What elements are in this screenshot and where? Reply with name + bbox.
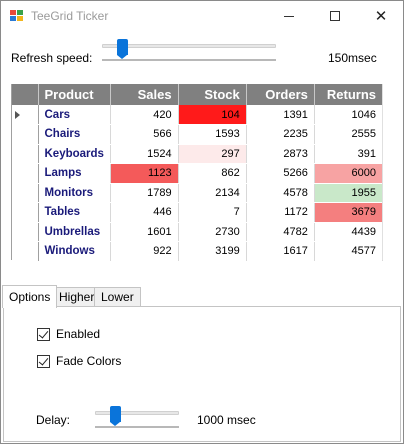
stock-cell[interactable]: 1593 xyxy=(178,124,247,145)
title-bar[interactable]: TeeGrid Ticker ✕ xyxy=(1,1,403,31)
close-button[interactable]: ✕ xyxy=(359,1,403,31)
app-icon xyxy=(10,10,24,22)
grid-row[interactable]: Umbrellas 1601 2730 4782 4439 xyxy=(12,222,384,242)
column-header-stock[interactable]: Stock xyxy=(178,84,247,105)
close-icon: ✕ xyxy=(374,7,388,25)
tab-options[interactable]: Options xyxy=(2,285,58,308)
returns-cell[interactable]: 4439 xyxy=(314,222,384,242)
options-tab-panel xyxy=(3,306,401,442)
row-indicator[interactable] xyxy=(12,183,39,203)
sales-cell[interactable]: 1123 xyxy=(110,163,179,184)
returns-cell[interactable]: 391 xyxy=(314,144,384,164)
slider-ticks xyxy=(102,59,276,61)
returns-cell[interactable]: 1955 xyxy=(314,183,384,203)
returns-cell[interactable]: 1046 xyxy=(314,105,384,125)
slider-thumb[interactable] xyxy=(117,39,128,59)
sales-cell[interactable]: 1789 xyxy=(110,183,179,203)
orders-cell[interactable]: 1617 xyxy=(246,241,315,262)
orders-cell[interactable]: 1391 xyxy=(246,105,315,125)
enabled-checkbox-row[interactable]: Enabled xyxy=(37,327,100,341)
product-cell[interactable]: Keyboards xyxy=(38,144,111,164)
stock-cell[interactable]: 7 xyxy=(178,202,247,223)
grid-right-edge xyxy=(382,84,383,260)
sales-cell[interactable]: 1524 xyxy=(110,144,179,164)
delay-value: 1000 msec xyxy=(197,413,256,427)
refresh-speed-value: 150msec xyxy=(328,51,377,65)
product-cell[interactable]: Umbrellas xyxy=(38,222,111,242)
window-title: TeeGrid Ticker xyxy=(31,9,109,23)
tab-strip: Options Higher Lower xyxy=(1,285,403,308)
maximize-icon xyxy=(330,11,340,21)
grid-row[interactable]: Tables 446 7 1172 3679 xyxy=(12,202,384,223)
product-cell[interactable]: Windows xyxy=(38,241,111,262)
grid-row[interactable]: Chairs 566 1593 2235 2555 xyxy=(12,124,384,145)
row-indicator[interactable] xyxy=(12,144,39,164)
minimize-button[interactable] xyxy=(267,1,311,31)
sales-cell[interactable]: 922 xyxy=(110,241,179,262)
sales-cell[interactable]: 420 xyxy=(110,105,179,125)
column-header-returns[interactable]: Returns xyxy=(314,84,384,105)
stock-cell[interactable]: 2730 xyxy=(178,222,247,242)
delay-slider[interactable] xyxy=(95,406,179,428)
column-header-sales[interactable]: Sales xyxy=(110,84,179,105)
product-cell[interactable]: Cars xyxy=(38,105,111,125)
refresh-speed-slider[interactable] xyxy=(102,39,276,61)
orders-cell[interactable]: 4578 xyxy=(246,183,315,203)
sales-cell[interactable]: 566 xyxy=(110,124,179,145)
fade-colors-checkbox-row[interactable]: Fade Colors xyxy=(37,354,121,368)
slider-track xyxy=(102,44,276,48)
product-cell[interactable]: Monitors xyxy=(38,183,111,203)
grid-row[interactable]: Windows 922 3199 1617 4577 xyxy=(12,241,384,262)
product-cell[interactable]: Tables xyxy=(38,202,111,223)
header-indicator-cell xyxy=(12,84,39,105)
row-indicator[interactable] xyxy=(12,163,39,184)
sales-cell[interactable]: 1601 xyxy=(110,222,179,242)
row-indicator[interactable] xyxy=(12,222,39,242)
row-indicator[interactable] xyxy=(12,202,39,223)
returns-cell[interactable]: 4577 xyxy=(314,241,384,262)
grid-row[interactable]: Keyboards 1524 297 2873 391 xyxy=(12,144,384,164)
refresh-speed-label: Refresh speed: xyxy=(11,51,93,65)
row-indicator[interactable] xyxy=(12,124,39,145)
product-cell[interactable]: Lamps xyxy=(38,163,111,184)
orders-cell[interactable]: 2873 xyxy=(246,144,315,164)
current-row-arrow-icon xyxy=(15,111,20,119)
slider-track xyxy=(95,411,179,415)
stock-cell[interactable]: 297 xyxy=(178,144,247,164)
column-header-orders[interactable]: Orders xyxy=(246,84,315,105)
row-indicator[interactable] xyxy=(12,105,39,125)
tab-lower[interactable]: Lower xyxy=(94,287,141,307)
maximize-button[interactable] xyxy=(313,1,357,31)
stock-cell[interactable]: 3199 xyxy=(178,241,247,262)
row-indicator[interactable] xyxy=(12,241,39,262)
returns-cell[interactable]: 6000 xyxy=(314,163,384,184)
slider-thumb[interactable] xyxy=(110,406,121,426)
delay-label: Delay: xyxy=(36,413,71,427)
stock-cell[interactable]: 104 xyxy=(178,105,247,125)
fade-colors-checkbox[interactable] xyxy=(37,354,50,368)
fade-colors-label[interactable]: Fade Colors xyxy=(56,354,122,368)
product-cell[interactable]: Chairs xyxy=(38,124,111,145)
grid-row[interactable]: Monitors 1789 2134 4578 1955 xyxy=(12,183,384,203)
stock-cell[interactable]: 2134 xyxy=(178,183,247,203)
slider-ticks xyxy=(95,426,179,428)
minimize-icon xyxy=(284,16,294,17)
grid-row[interactable]: Cars 420 104 1391 1046 xyxy=(12,105,384,125)
orders-cell[interactable]: 2235 xyxy=(246,124,315,145)
column-header-product[interactable]: Product xyxy=(38,84,111,105)
returns-cell[interactable]: 3679 xyxy=(314,202,384,223)
orders-cell[interactable]: 1172 xyxy=(246,202,315,223)
enabled-checkbox[interactable] xyxy=(37,327,50,341)
ticker-grid[interactable]: Product Sales Stock Orders Returns Cars 4… xyxy=(11,84,384,262)
returns-cell[interactable]: 2555 xyxy=(314,124,384,145)
orders-cell[interactable]: 5266 xyxy=(246,163,315,184)
grid-row[interactable]: Lamps 1123 862 5266 6000 xyxy=(12,163,384,184)
orders-cell[interactable]: 4782 xyxy=(246,222,315,242)
sales-cell[interactable]: 446 xyxy=(110,202,179,223)
stock-cell[interactable]: 862 xyxy=(178,163,247,184)
enabled-label[interactable]: Enabled xyxy=(56,327,101,341)
grid-header-row: Product Sales Stock Orders Returns xyxy=(12,84,384,105)
